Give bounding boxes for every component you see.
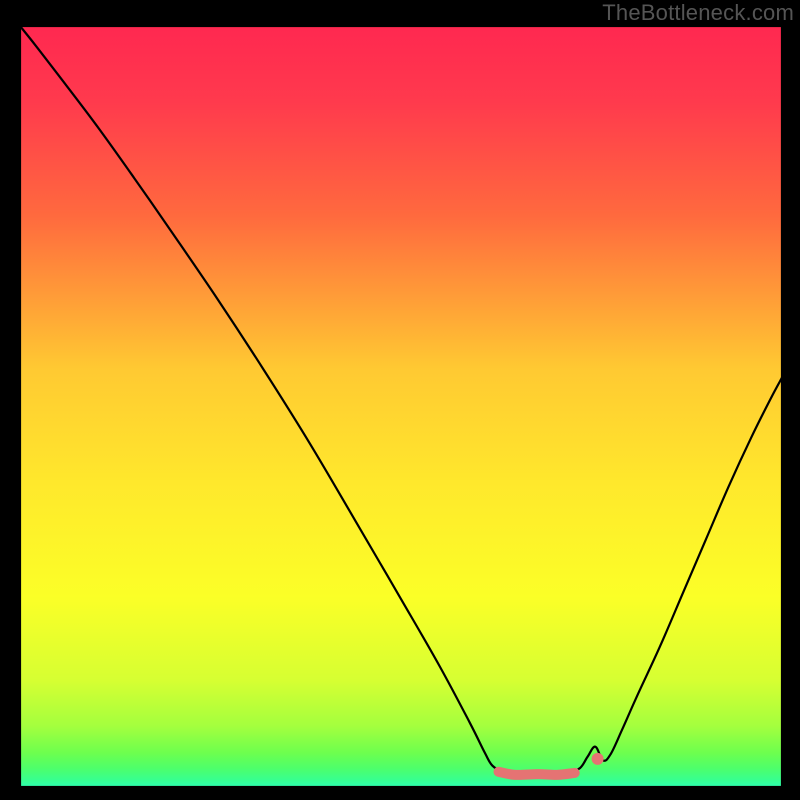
watermark-text: TheBottleneck.com <box>602 0 794 26</box>
bottleneck-chart <box>0 0 800 800</box>
chart-frame <box>0 787 800 800</box>
optimal-range-marker <box>499 772 575 775</box>
chart-background <box>20 26 782 787</box>
chart-frame <box>782 26 800 787</box>
optimal-point-marker <box>592 753 604 765</box>
chart-frame <box>0 26 20 787</box>
